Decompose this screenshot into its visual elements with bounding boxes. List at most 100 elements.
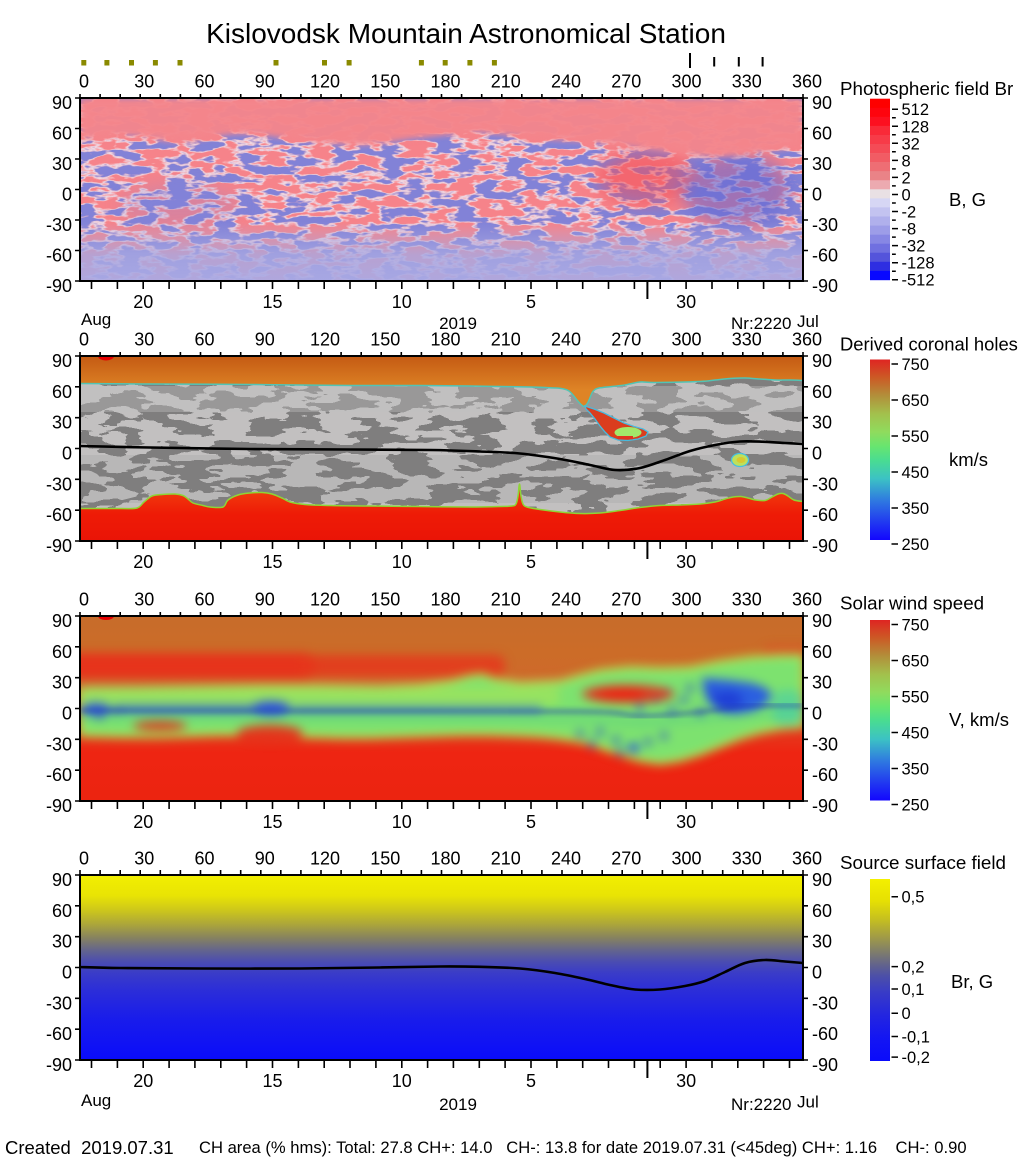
svg-text:0,5: 0,5: [902, 889, 925, 907]
svg-text:0: 0: [812, 185, 822, 205]
svg-text:60: 60: [194, 330, 214, 350]
svg-text:250: 250: [902, 536, 930, 554]
svg-text:0,1: 0,1: [902, 981, 925, 999]
svg-text:Kislovodsk Mountain Astronomic: Kislovodsk Mountain Astronomical Station: [206, 18, 726, 49]
svg-text:2019: 2019: [439, 314, 477, 333]
svg-text:20: 20: [133, 1071, 153, 1091]
svg-text:90: 90: [52, 870, 72, 890]
svg-text:-60: -60: [46, 505, 72, 525]
svg-text:360: 360: [792, 590, 822, 610]
svg-text:-8: -8: [902, 221, 917, 239]
svg-text:240: 240: [551, 849, 581, 869]
svg-text:-30: -30: [46, 474, 72, 494]
svg-text:Jul: Jul: [797, 312, 819, 331]
svg-text:0: 0: [812, 963, 822, 983]
svg-text:-60: -60: [812, 246, 838, 266]
svg-text:0: 0: [79, 330, 89, 350]
svg-text:30: 30: [134, 849, 154, 869]
svg-text:350: 350: [902, 500, 930, 518]
svg-text:90: 90: [52, 93, 72, 113]
svg-text:Source surface field: Source surface field: [840, 852, 1006, 873]
svg-text:32: 32: [902, 135, 920, 153]
svg-text:30: 30: [812, 932, 832, 952]
svg-text:0: 0: [79, 72, 89, 92]
svg-text:120: 120: [310, 330, 340, 350]
svg-text:90: 90: [255, 330, 275, 350]
svg-text:30: 30: [52, 154, 72, 174]
svg-text:20: 20: [133, 292, 153, 312]
svg-text:0: 0: [62, 185, 72, 205]
svg-text:180: 180: [430, 590, 460, 610]
svg-text:5: 5: [526, 292, 536, 312]
svg-text:5: 5: [526, 812, 536, 832]
svg-text:0: 0: [79, 849, 89, 869]
svg-text:15: 15: [262, 1071, 282, 1091]
svg-text:270: 270: [611, 849, 641, 869]
svg-text:240: 240: [551, 330, 581, 350]
svg-text:90: 90: [812, 351, 832, 371]
svg-text:30: 30: [812, 413, 832, 433]
svg-text:30: 30: [52, 413, 72, 433]
svg-text:450: 450: [902, 464, 930, 482]
svg-text:30: 30: [676, 1071, 696, 1091]
svg-text:90: 90: [255, 590, 275, 610]
svg-text:Nr:2220: Nr:2220: [731, 1095, 791, 1114]
svg-text:210: 210: [491, 72, 521, 92]
svg-text:-32: -32: [902, 238, 926, 256]
svg-text:450: 450: [902, 725, 930, 743]
svg-text:-30: -30: [46, 215, 72, 235]
svg-text:-60: -60: [812, 765, 838, 785]
svg-text:-90: -90: [46, 536, 72, 556]
svg-text:5: 5: [526, 1071, 536, 1091]
svg-text:60: 60: [812, 901, 832, 921]
svg-text:90: 90: [812, 611, 832, 631]
svg-text:2019: 2019: [439, 1095, 477, 1114]
svg-text:240: 240: [551, 72, 581, 92]
svg-text:-60: -60: [812, 505, 838, 525]
svg-text:180: 180: [430, 849, 460, 869]
svg-text:30: 30: [134, 72, 154, 92]
svg-text:512: 512: [902, 101, 930, 119]
svg-text:240: 240: [551, 590, 581, 610]
svg-text:60: 60: [194, 72, 214, 92]
svg-text:90: 90: [255, 849, 275, 869]
svg-text:V, km/s: V, km/s: [949, 709, 1009, 730]
svg-text:30: 30: [52, 932, 72, 952]
svg-text:Br, G: Br, G: [951, 971, 993, 992]
svg-text:650: 650: [902, 392, 930, 410]
svg-text:250: 250: [902, 797, 930, 815]
svg-text:15: 15: [262, 812, 282, 832]
svg-text:30: 30: [676, 552, 696, 572]
svg-text:0: 0: [62, 963, 72, 983]
svg-text:60: 60: [194, 590, 214, 610]
svg-text:180: 180: [430, 72, 460, 92]
svg-text:128: 128: [902, 118, 930, 136]
svg-text:300: 300: [671, 849, 701, 869]
svg-text:60: 60: [812, 124, 832, 144]
svg-text:120: 120: [310, 72, 340, 92]
svg-text:270: 270: [611, 72, 641, 92]
svg-text:10: 10: [392, 292, 412, 312]
svg-text:0: 0: [812, 704, 822, 724]
svg-text:km/s: km/s: [949, 449, 988, 470]
svg-text:750: 750: [902, 617, 930, 635]
svg-text:Photospheric field Br: Photospheric field Br: [840, 78, 1013, 99]
svg-text:120: 120: [310, 590, 340, 610]
svg-text:-90: -90: [46, 796, 72, 816]
svg-text:750: 750: [902, 356, 930, 374]
svg-text:-30: -30: [812, 734, 838, 754]
svg-text:Aug: Aug: [81, 1091, 111, 1110]
svg-text:-30: -30: [46, 993, 72, 1013]
svg-text:8: 8: [902, 152, 911, 170]
svg-text:60: 60: [52, 382, 72, 402]
svg-text:60: 60: [812, 382, 832, 402]
svg-text:350: 350: [902, 761, 930, 779]
svg-text:30: 30: [676, 292, 696, 312]
svg-text:330: 330: [732, 590, 762, 610]
svg-text:330: 330: [732, 72, 762, 92]
svg-text:-30: -30: [46, 734, 72, 754]
svg-text:300: 300: [671, 72, 701, 92]
svg-text:210: 210: [491, 590, 521, 610]
svg-text:0,2: 0,2: [902, 959, 925, 977]
svg-text:B, G: B, G: [949, 189, 986, 210]
